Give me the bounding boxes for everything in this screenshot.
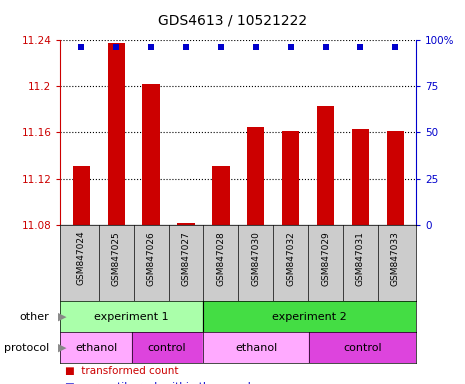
Text: GSM847032: GSM847032 [286,231,295,286]
Text: GSM847031: GSM847031 [356,231,365,286]
Bar [142,84,160,225]
Bar [60,301,203,332]
Text: GSM847029: GSM847029 [321,231,330,286]
Text: GSM847028: GSM847028 [216,231,226,286]
Point [287,44,294,50]
Text: control: control [344,343,382,353]
Bar [352,129,369,225]
Point [113,44,120,50]
Bar [107,43,125,225]
Bar [203,332,310,363]
Bar [73,166,90,225]
Text: other: other [19,312,49,322]
Text: protocol: protocol [4,343,49,353]
Point [217,44,225,50]
Bar [60,332,132,363]
Point [147,44,155,50]
Bar [317,106,334,225]
Bar [203,301,416,332]
Text: ▶: ▶ [58,343,66,353]
Text: ethanol: ethanol [235,343,277,353]
Point [78,44,85,50]
Point [182,44,190,50]
Text: experiment 2: experiment 2 [272,312,347,322]
Bar [386,131,404,225]
Bar [132,332,203,363]
Text: ▶: ▶ [58,312,66,322]
Text: GSM847027: GSM847027 [181,231,191,286]
Bar [247,127,265,225]
Text: GSM847026: GSM847026 [146,231,156,286]
Bar [212,166,230,225]
Text: ■  transformed count: ■ transformed count [65,366,179,376]
Bar [282,131,299,225]
Point [357,44,364,50]
Text: control: control [148,343,186,353]
Bar [177,223,195,225]
Text: GSM847024: GSM847024 [77,231,86,285]
Text: GDS4613 / 10521222: GDS4613 / 10521222 [158,13,307,27]
Point [322,44,329,50]
Text: GSM847025: GSM847025 [112,231,121,286]
Text: experiment 1: experiment 1 [94,312,169,322]
Text: ethanol: ethanol [75,343,117,353]
Text: GSM847030: GSM847030 [251,231,260,286]
Text: ■  percentile rank within the sample: ■ percentile rank within the sample [65,382,257,384]
Bar [310,332,416,363]
Point [252,44,259,50]
Text: GSM847033: GSM847033 [391,231,400,286]
Point [392,44,399,50]
